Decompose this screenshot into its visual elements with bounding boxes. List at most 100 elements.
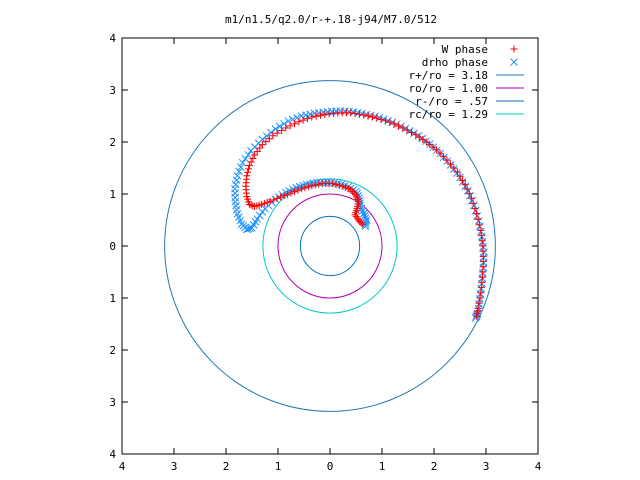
w-phase-point — [260, 199, 268, 207]
w-phase-point — [258, 141, 266, 149]
marker-d2 — [323, 178, 332, 186]
drho-phase-point — [267, 128, 275, 137]
marker-d2 — [340, 181, 349, 190]
w-phase-point — [477, 284, 485, 292]
w-phase-point — [403, 126, 411, 134]
w-phase-point — [329, 109, 337, 117]
drho-phase-point — [361, 214, 370, 222]
w-phase-point — [373, 114, 381, 122]
drho-phase-point — [261, 204, 269, 213]
w-phase-point — [459, 176, 467, 184]
w-phase-point — [478, 273, 486, 281]
legend-label: rc/ro = 1.29 — [409, 108, 488, 121]
w-phase-point — [311, 181, 319, 189]
w-phase-point — [355, 110, 363, 118]
drho-phase-point — [238, 158, 247, 167]
drho-phase-point — [280, 119, 288, 128]
w-phase-point — [467, 194, 475, 202]
w-phase-point — [251, 202, 259, 210]
marker-d2 — [233, 209, 242, 218]
w-phase-point — [475, 221, 483, 229]
legend-label: r-/ro = .57 — [415, 95, 488, 108]
marker-d2 — [232, 205, 241, 214]
w-phase-point — [339, 182, 347, 190]
w-phase-point — [249, 154, 257, 162]
w-phase-point — [407, 128, 415, 136]
w-phase-point — [469, 199, 477, 207]
w-phase-point — [368, 113, 376, 121]
w-phase-point — [303, 115, 311, 123]
w-phase-point — [249, 202, 257, 210]
x-tick-label: 1 — [379, 460, 386, 473]
w-phase-point — [270, 196, 278, 204]
w-phase-point — [244, 168, 252, 176]
w-phase-point — [273, 129, 281, 137]
drho-phase-point — [284, 117, 293, 126]
w-phase-point — [263, 198, 271, 206]
w-phase-point — [277, 127, 285, 135]
marker-d2 — [261, 204, 269, 213]
drho-phase-point — [471, 313, 480, 322]
w-phase-point — [477, 289, 485, 297]
circle-r- — [299, 215, 361, 277]
y-tick-label: 1 — [109, 292, 116, 305]
marker-d2 — [236, 216, 245, 225]
marker-d2 — [361, 214, 370, 222]
w-phase-point — [312, 112, 320, 120]
drho-phase-point — [233, 171, 242, 180]
marker-d2 — [280, 119, 288, 128]
marker-d2 — [234, 213, 243, 222]
w-phase-point — [477, 226, 485, 234]
marker-d2 — [284, 117, 293, 126]
drho-phase-point — [293, 113, 301, 122]
w-phase-point — [465, 190, 473, 198]
w-phase-point — [433, 146, 441, 154]
w-phase-point — [461, 181, 469, 189]
x-tick-label: 4 — [535, 460, 542, 473]
w-phase-point — [265, 135, 273, 143]
circle-rc — [262, 178, 398, 314]
w-phase-point — [440, 153, 448, 161]
x-tick-label: 0 — [327, 460, 334, 473]
marker-d2 — [237, 163, 245, 171]
w-phase-point — [269, 132, 277, 140]
w-phase-point — [282, 124, 290, 132]
w-phase-point — [475, 299, 483, 307]
w-phase-point — [478, 278, 486, 286]
marker-d2 — [244, 150, 253, 159]
drho-phase-point — [244, 150, 253, 159]
reference-circles — [164, 80, 496, 412]
y-tick-label: 4 — [109, 448, 116, 461]
w-phase-point — [381, 117, 389, 125]
y-tick-label: 2 — [109, 344, 116, 357]
w-phase-point — [287, 189, 295, 197]
w-phase-point — [336, 181, 344, 189]
w-phase-point — [473, 210, 481, 218]
w-phase-point — [321, 110, 329, 118]
w-phase-point — [284, 190, 292, 198]
y-tick-label: 1 — [109, 188, 116, 201]
marker-d2 — [453, 169, 461, 178]
drho-phase-point — [360, 211, 369, 220]
marker-d2 — [337, 180, 346, 189]
w-phase-point — [436, 149, 444, 157]
circle-ro — [277, 193, 383, 299]
w-phase-point — [349, 188, 357, 196]
marker-d2 — [238, 158, 247, 167]
marker-d2 — [267, 128, 275, 137]
w-phase-point — [243, 172, 251, 180]
marker-d2 — [293, 113, 301, 122]
x-tick-label: 2 — [431, 460, 438, 473]
marker-d2 — [358, 207, 367, 215]
w-phase-point — [443, 156, 451, 164]
marker-d2 — [258, 208, 267, 216]
marker-d2 — [281, 188, 290, 197]
marker-d2 — [271, 125, 280, 133]
drho-phase-point — [288, 115, 297, 124]
w-phase-point — [332, 180, 340, 188]
marker-d2 — [333, 179, 342, 188]
marker-d2 — [258, 135, 267, 144]
